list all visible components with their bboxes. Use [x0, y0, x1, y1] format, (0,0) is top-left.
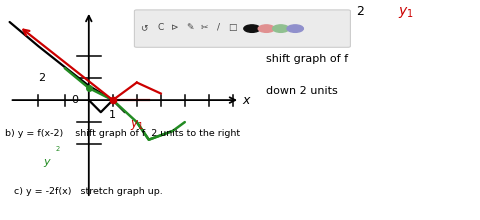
Text: $^2$: $^2$: [55, 146, 61, 156]
Text: /: /: [217, 23, 220, 32]
Text: 0: 0: [71, 95, 78, 105]
FancyBboxPatch shape: [134, 10, 350, 47]
Text: 1: 1: [109, 110, 116, 120]
Text: 2: 2: [356, 6, 364, 18]
Text: down 2 units: down 2 units: [266, 86, 338, 95]
Circle shape: [273, 25, 289, 32]
Text: shift graph of f: shift graph of f: [266, 54, 348, 64]
Text: ⊳: ⊳: [171, 23, 179, 32]
Text: ✎: ✎: [186, 23, 193, 32]
Text: $y_1$: $y_1$: [130, 117, 144, 132]
Text: ✂: ✂: [200, 23, 208, 32]
Text: □: □: [228, 23, 237, 32]
Text: $y$: $y$: [43, 157, 52, 169]
Circle shape: [244, 25, 260, 32]
Text: $y_1$: $y_1$: [398, 6, 414, 20]
Circle shape: [258, 25, 275, 32]
Text: x: x: [242, 94, 250, 107]
Text: 2: 2: [38, 73, 46, 83]
Text: c) y = -2f(x)   stretch graph up.: c) y = -2f(x) stretch graph up.: [14, 187, 163, 196]
Text: b) y = f(x-2)    shift graph of f  2 units to the right: b) y = f(x-2) shift graph of f 2 units t…: [5, 129, 240, 138]
Text: C: C: [157, 23, 164, 32]
Circle shape: [287, 25, 303, 32]
Text: ↺: ↺: [140, 23, 148, 32]
